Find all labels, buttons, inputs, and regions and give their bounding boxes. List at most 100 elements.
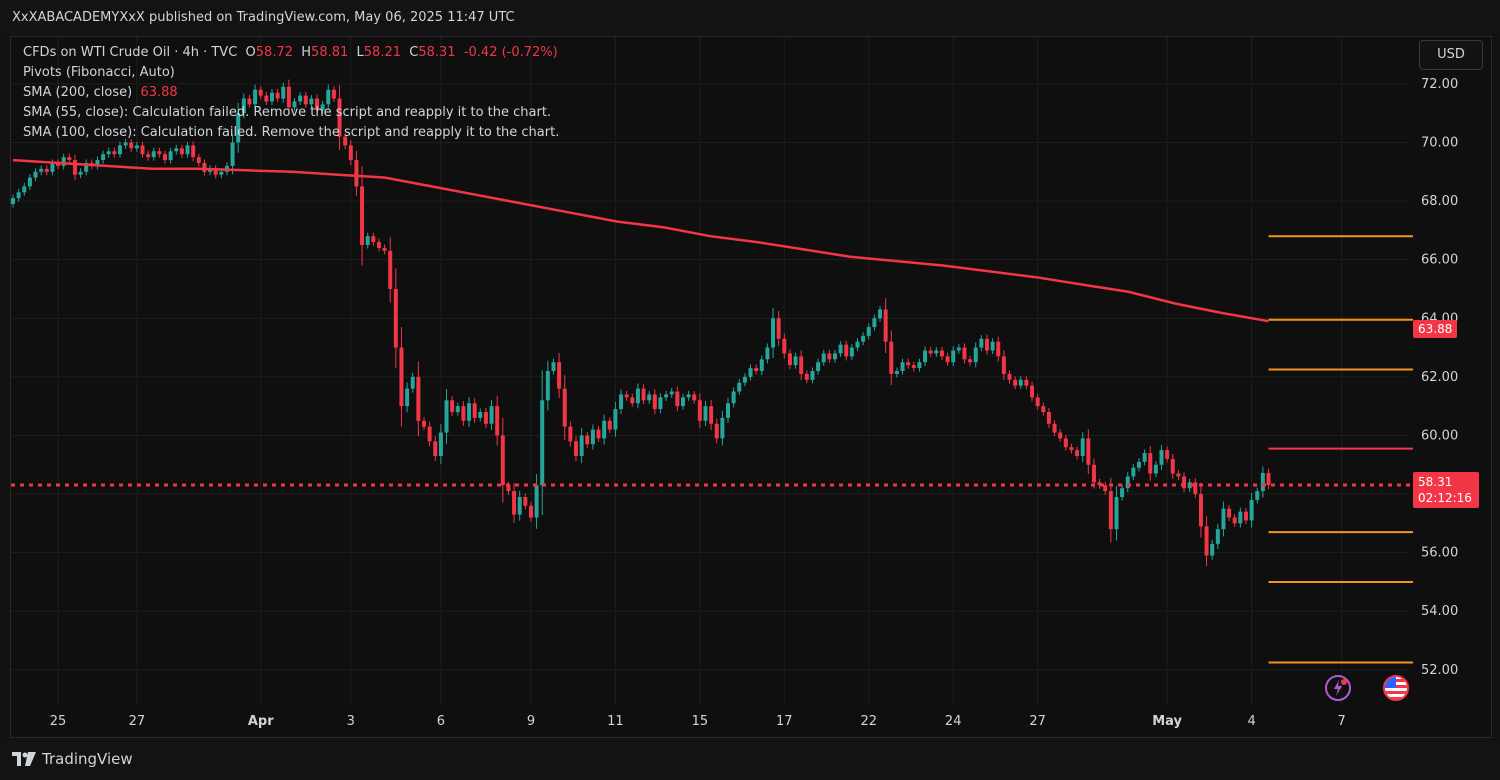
candle-body <box>675 391 680 407</box>
candle-body <box>1058 432 1063 439</box>
legend-symbol-row[interactable]: CFDs on WTI Crude Oil · 4h · TVC O58.72 … <box>23 45 558 60</box>
candle-body <box>686 394 691 398</box>
y-tick-label: 70.00 <box>1421 135 1458 150</box>
x-tick-label: 3 <box>347 714 355 729</box>
candle-body <box>1153 464 1158 474</box>
candle-body <box>1052 423 1057 433</box>
sma200-line <box>12 158 1269 323</box>
candle-body <box>1080 438 1085 456</box>
candle-body <box>500 435 505 486</box>
candle-body <box>568 426 573 442</box>
candle-body <box>213 168 218 175</box>
chart-frame[interactable]: 72.0070.0068.0066.0064.0062.0060.0058.00… <box>10 36 1492 738</box>
legend-low-value: 58.21 <box>363 45 401 60</box>
x-tick-label: 11 <box>607 714 624 729</box>
candle-body <box>1108 491 1113 530</box>
x-tick-label: 25 <box>50 714 67 729</box>
candle-body <box>951 350 956 363</box>
candle-body <box>230 142 235 166</box>
candle-body <box>84 162 89 172</box>
candle-body <box>523 496 528 506</box>
footer: TradingView <box>0 740 1500 780</box>
legend-sma200-value: 63.88 <box>140 85 178 100</box>
candle-body <box>16 192 21 199</box>
candle-body <box>990 341 995 351</box>
price-chart[interactable]: 72.0070.0068.0066.0064.0062.0060.0058.00… <box>11 37 1491 737</box>
candle-body <box>450 400 455 413</box>
x-tick-label: 7 <box>1338 714 1346 729</box>
y-tick-label: 56.00 <box>1421 546 1458 561</box>
x-tick-label: Apr <box>248 714 274 729</box>
candle-body <box>849 347 854 357</box>
candle-body <box>258 89 263 96</box>
x-tick-label: 15 <box>692 714 709 729</box>
candle-body <box>348 145 353 161</box>
candle-body <box>996 341 1001 357</box>
legend-sma200-row[interactable]: SMA (200, close) 63.88 <box>23 85 178 100</box>
bar-countdown: 02:12:16 <box>1418 491 1472 505</box>
candle-body <box>911 365 916 369</box>
candle-body <box>140 145 145 155</box>
candle-body <box>123 142 128 146</box>
candle-body <box>534 485 539 518</box>
candle-body <box>726 403 731 418</box>
legend-symbol: CFDs on WTI Crude Oil · 4h · TVC <box>23 45 238 60</box>
candle-body <box>923 350 928 363</box>
candle-body <box>590 429 595 445</box>
candle-body <box>1001 356 1006 374</box>
legend-sma55-error[interactable]: SMA (55, close): Calculation failed. Rem… <box>23 105 552 120</box>
candle-body <box>44 168 49 172</box>
legend-high-label: H <box>301 45 312 60</box>
candle-body <box>1215 529 1220 544</box>
candle-body <box>455 406 460 413</box>
us-flag-icon[interactable] <box>1383 675 1409 701</box>
candle-body <box>376 242 381 248</box>
candle-body <box>1170 458 1175 474</box>
candle-body <box>1159 450 1164 465</box>
y-tick-label: 62.00 <box>1421 370 1458 385</box>
candle-body <box>517 496 522 515</box>
last-price-value: 58.31 <box>1418 475 1453 489</box>
candle-body <box>697 400 702 421</box>
candle-body <box>1165 450 1170 459</box>
candle-body <box>61 157 66 166</box>
candle-body <box>714 423 719 439</box>
candle-body <box>658 397 663 410</box>
currency-button[interactable]: USD <box>1419 40 1483 70</box>
candle-body <box>106 151 111 155</box>
tradingview-logo[interactable]: TradingView <box>12 750 133 768</box>
candle-body <box>816 362 821 371</box>
candle-body <box>1041 406 1046 413</box>
candle-body <box>168 151 173 161</box>
candle-body <box>275 92 280 99</box>
candle-body <box>146 154 151 158</box>
candle-body <box>22 186 27 193</box>
candle-body <box>1097 482 1102 486</box>
candle-body <box>607 420 612 430</box>
candle-body <box>1255 491 1260 500</box>
candle-body <box>664 394 669 398</box>
candle-body <box>979 338 984 348</box>
candle-body <box>185 145 190 155</box>
candle-body <box>151 151 156 158</box>
candle-body <box>467 403 472 421</box>
candle-body <box>241 98 246 114</box>
candle-body <box>78 171 83 175</box>
legend-pivots[interactable]: Pivots (Fibonacci, Auto) <box>23 65 175 80</box>
candle-body <box>247 98 252 105</box>
candle-body <box>962 347 967 360</box>
candle-body <box>641 388 646 401</box>
candle-body <box>1114 496 1119 530</box>
candle-body <box>827 353 832 360</box>
candle-body <box>11 198 15 204</box>
candle-body <box>399 347 404 407</box>
candle-body <box>1030 385 1035 398</box>
candle-body <box>1193 482 1198 495</box>
candle-body <box>680 397 685 407</box>
candle-body <box>1210 543 1215 556</box>
candle-body <box>855 341 860 348</box>
candle-body <box>821 353 826 363</box>
lightning-icon[interactable] <box>1325 675 1351 701</box>
candle-body <box>433 441 438 456</box>
legend-sma100-error[interactable]: SMA (100, close): Calculation failed. Re… <box>23 125 560 140</box>
